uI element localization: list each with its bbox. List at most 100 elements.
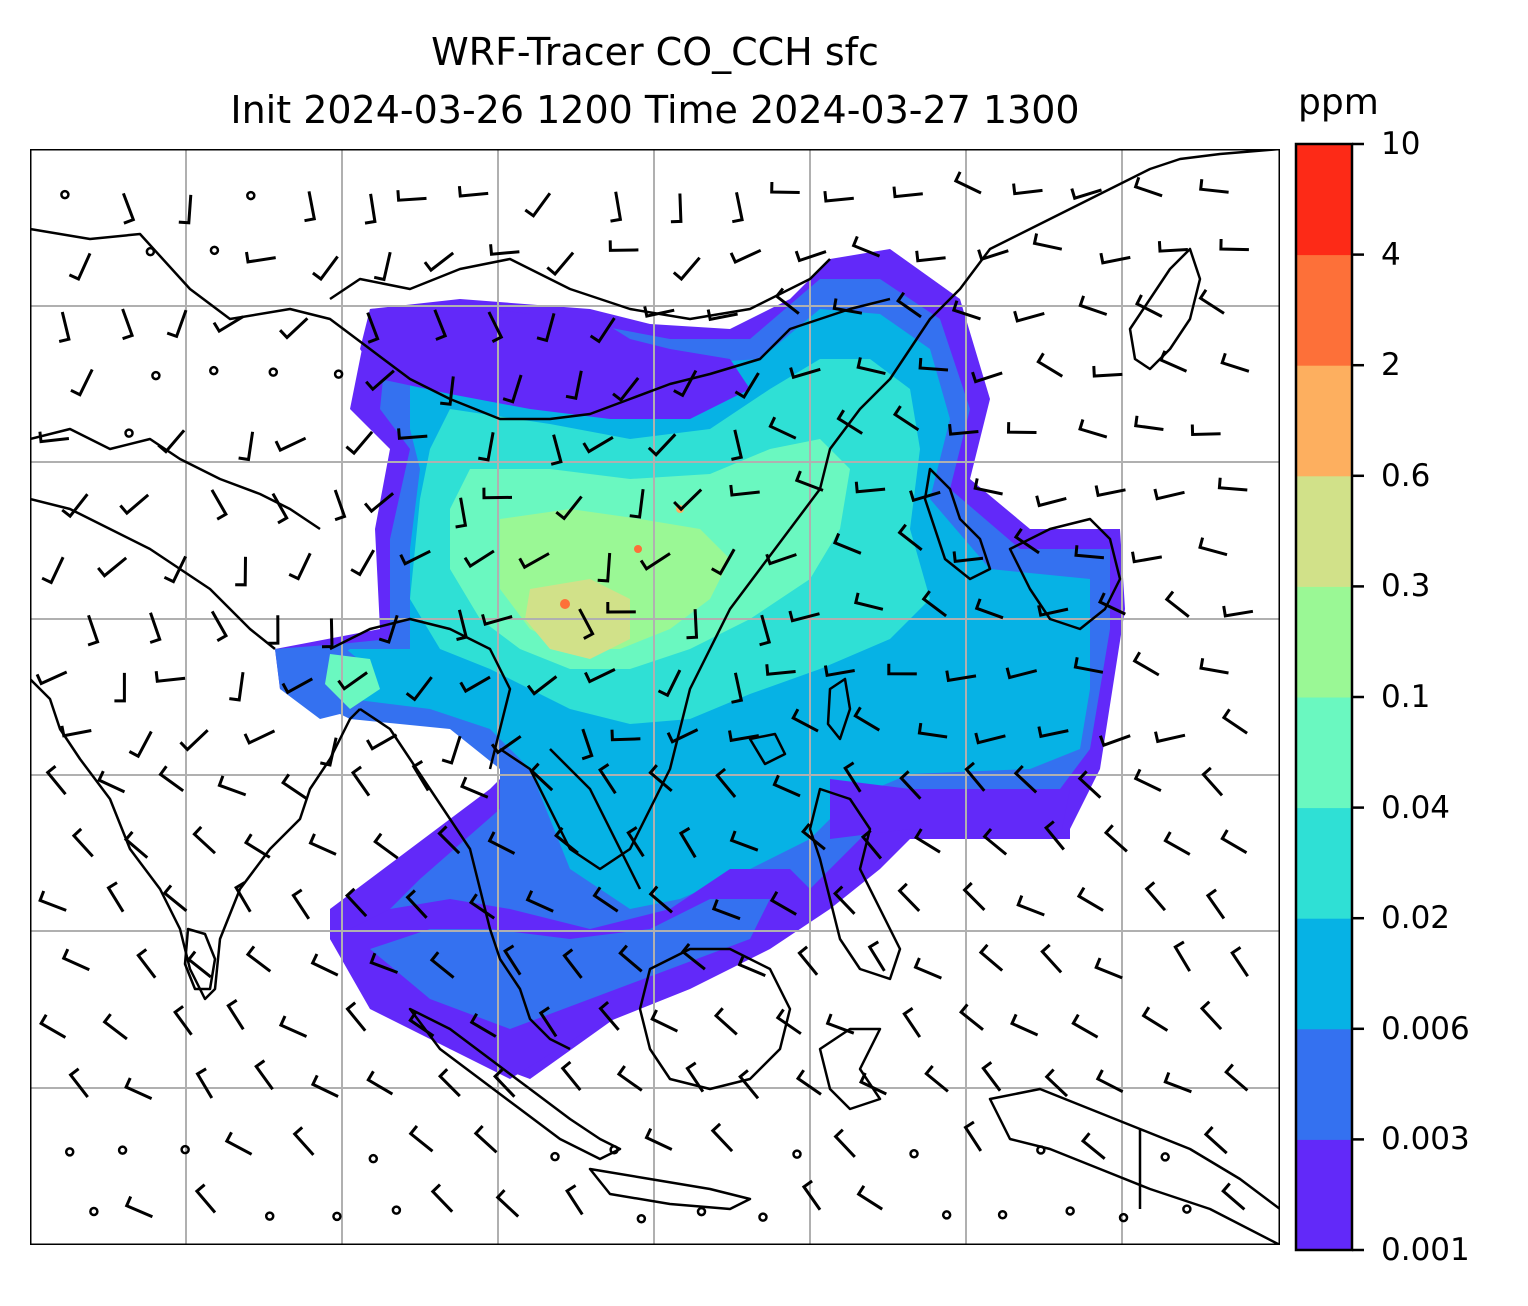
wind-barb [194, 1183, 217, 1214]
wind-barb [173, 1005, 193, 1036]
wind-barb [1203, 1126, 1228, 1155]
wind-barb [97, 556, 128, 578]
border-mongolia [329, 257, 831, 321]
wind-barb [1098, 734, 1131, 748]
wind-barb [97, 770, 126, 794]
wind-barb [945, 670, 977, 683]
wind-barb-calm [609, 1145, 619, 1155]
wind-barb [710, 548, 736, 576]
wind-barb [292, 1126, 315, 1156]
border-laos-vietnam [549, 748, 642, 890]
wind-barb [1157, 241, 1188, 253]
wind-barb [35, 670, 68, 686]
wind-barb [555, 495, 583, 521]
wind-barb [982, 827, 1008, 856]
wind-barb [610, 191, 623, 223]
wind-barb [794, 470, 824, 492]
wind-barb [1095, 1069, 1124, 1094]
wind-barb [179, 729, 209, 752]
wind-barb [495, 1189, 520, 1218]
wind-barb [794, 250, 827, 263]
wind-barb [800, 822, 826, 851]
wind-barb-calm [391, 1205, 402, 1215]
wind-barb [490, 735, 522, 755]
colorbar-band [1296, 254, 1352, 366]
colorbar-tick-label: 0.6 [1381, 457, 1431, 494]
colorbar-tick-label: 2 [1381, 347, 1401, 384]
wind-barb [860, 829, 883, 860]
wind-barb [626, 826, 645, 858]
wind-barb [1013, 764, 1038, 794]
wind-barb [408, 1011, 435, 1038]
wind-barb [278, 1015, 308, 1038]
wind-barb [788, 610, 820, 623]
wind-barb [643, 305, 675, 318]
wind-barb-calm [268, 367, 279, 377]
wind-barb [243, 833, 271, 859]
wind-barb [729, 248, 762, 264]
wind-barb [405, 676, 433, 702]
wind-barb [106, 881, 125, 913]
wind-barb [158, 765, 185, 793]
wind-barb [606, 602, 636, 614]
wind-barb [224, 1131, 253, 1156]
wind-barb-calm [124, 428, 134, 438]
wind-barb [102, 1013, 128, 1041]
wind-barb [729, 484, 760, 497]
wind-barb [1201, 766, 1224, 797]
wind-barb [565, 370, 583, 400]
wind-barb [612, 376, 640, 402]
wind-barb [489, 244, 520, 256]
field-east-tail [830, 779, 1070, 839]
colorbar-band [1296, 1028, 1352, 1140]
wind-barb [597, 552, 612, 583]
wind-barb [1198, 537, 1228, 557]
wind-barb [60, 725, 92, 738]
colorbar-tick-label: 0.006 [1381, 1010, 1470, 1047]
wind-barb [39, 1013, 67, 1039]
wind-barb [917, 722, 948, 739]
wind-barb [896, 291, 922, 319]
wind-barb [1153, 488, 1185, 501]
colorbar [1294, 142, 1364, 1252]
wind-barb [319, 737, 338, 767]
wind-barb [1103, 824, 1128, 853]
wind-barb [271, 492, 289, 525]
wind-barb [765, 664, 796, 676]
wind-barb [365, 369, 395, 392]
wind-barb [119, 493, 150, 516]
wind-barb-calm [1036, 1145, 1046, 1155]
wind-barb-calm [1065, 1206, 1075, 1216]
wind-barb [964, 761, 986, 792]
colorbar-band [1296, 365, 1352, 477]
chart-title-line2: Init 2024-03-26 1200 Time 2024-03-27 130… [230, 88, 1080, 132]
wind-barb [210, 610, 229, 643]
wind-barb [1134, 415, 1164, 431]
wind-barb [1013, 310, 1045, 323]
wind-barb [61, 948, 90, 972]
wind-barb [238, 431, 255, 462]
wind-barb [396, 190, 427, 202]
wind-barb [245, 251, 276, 264]
wind-barb-calm [792, 1149, 802, 1159]
wind-barb-calm [64, 1147, 75, 1157]
wind-barb [1040, 943, 1063, 974]
wind-barb [503, 944, 522, 976]
wind-barb-calm [264, 1211, 275, 1221]
wind-barb [1141, 1006, 1169, 1032]
wind-barb [639, 552, 671, 571]
wind-barb [229, 671, 245, 702]
wind-barb [759, 614, 772, 647]
wind-barb [538, 1006, 558, 1038]
wind-barb [1098, 592, 1126, 616]
coast-java [588, 1167, 752, 1211]
wind-barb [1131, 551, 1163, 564]
wind-barb [1032, 233, 1063, 251]
wind-barb [1076, 886, 1104, 912]
wind-barb-calm [117, 1145, 128, 1155]
colorbar-band [1296, 586, 1352, 698]
wind-barb [430, 1183, 454, 1213]
wind-barb [124, 1195, 153, 1219]
wind-barb [321, 618, 334, 649]
wind-barb [948, 423, 979, 436]
